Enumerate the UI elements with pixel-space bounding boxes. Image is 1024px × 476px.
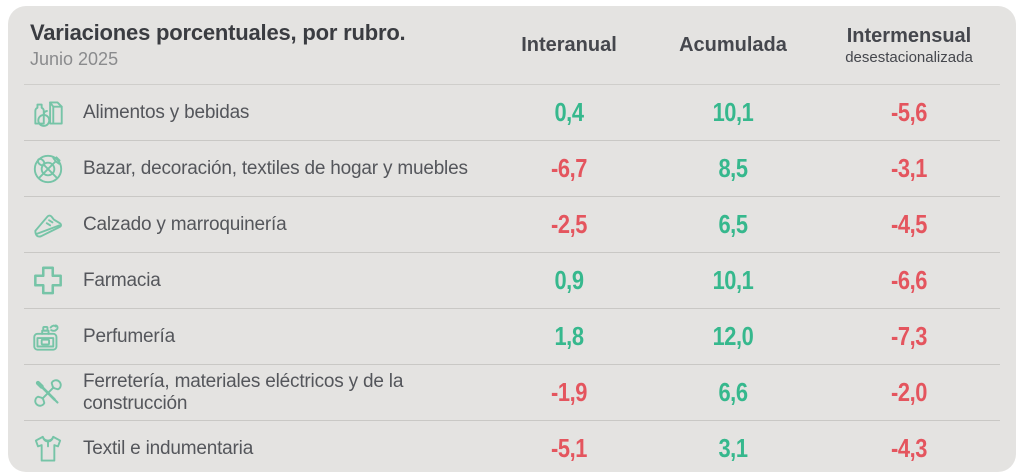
value-acumulada: 6,6 (662, 377, 805, 408)
sneaker-icon (28, 205, 68, 245)
value-intermensual: -7,3 (833, 321, 986, 352)
value-interanual: 0,4 (503, 97, 636, 128)
row-label-cell: Perfumería (24, 317, 490, 357)
perfume-icon (28, 317, 68, 357)
table-row: Ferretería, materiales eléctricos y de l… (24, 365, 1000, 421)
value-acumulada: 8,5 (662, 153, 805, 184)
value-intermensual: -4,3 (833, 433, 986, 464)
value-interanual: -6,7 (503, 153, 636, 184)
value-intermensual: -5,6 (833, 97, 986, 128)
table-row: Calzado y marroquinería -2,5 6,5 -4,5 (24, 197, 1000, 253)
row-label: Farmacia (83, 270, 161, 292)
value-intermensual: -4,5 (833, 209, 986, 240)
value-interanual: 0,9 (503, 265, 636, 296)
tools-icon (28, 373, 68, 413)
value-acumulada: 6,5 (662, 209, 805, 240)
row-label-cell: Calzado y marroquinería (24, 205, 490, 245)
value-interanual: -5,1 (503, 433, 636, 464)
groceries-icon (28, 93, 68, 133)
value-interanual: -1,9 (503, 377, 636, 408)
row-label-cell: Farmacia (24, 261, 490, 301)
plate-cutlery-icon (28, 149, 68, 189)
page-subtitle: Junio 2025 (30, 49, 490, 70)
pharmacy-cross-icon (28, 261, 68, 301)
value-acumulada: 10,1 (662, 265, 805, 296)
row-label-cell: Alimentos y bebidas (24, 93, 490, 133)
value-acumulada: 12,0 (662, 321, 805, 352)
row-label: Perfumería (83, 326, 175, 348)
row-label-cell: Bazar, decoración, textiles de hogar y m… (24, 149, 490, 189)
value-intermensual: -2,0 (833, 377, 986, 408)
row-label: Textil e indumentaria (83, 438, 253, 460)
row-label: Ferretería, materiales eléctricos y de l… (83, 371, 490, 415)
column-header-intermensual: Intermensual desestacionalizada (818, 25, 1000, 66)
value-intermensual: -3,1 (833, 153, 986, 184)
row-label-cell: Ferretería, materiales eléctricos y de l… (24, 371, 490, 415)
table-row: Bazar, decoración, textiles de hogar y m… (24, 141, 1000, 197)
title-block: Variaciones porcentuales, por rubro. Jun… (24, 20, 490, 70)
row-label: Calzado y marroquinería (83, 214, 286, 236)
value-intermensual: -6,6 (833, 265, 986, 296)
value-acumulada: 10,1 (662, 97, 805, 128)
table-header: Variaciones porcentuales, por rubro. Jun… (24, 6, 1000, 85)
row-label: Alimentos y bebidas (83, 102, 249, 124)
variations-card: Variaciones porcentuales, por rubro. Jun… (8, 6, 1016, 472)
value-acumulada: 3,1 (662, 433, 805, 464)
row-label: Bazar, decoración, textiles de hogar y m… (83, 158, 468, 180)
value-interanual: -2,5 (503, 209, 636, 240)
table-row: Alimentos y bebidas 0,4 10,1 -5,6 (24, 85, 1000, 141)
row-label-cell: Textil e indumentaria (24, 429, 490, 469)
page-title: Variaciones porcentuales, por rubro. (30, 20, 490, 46)
value-interanual: 1,8 (503, 321, 636, 352)
column-header-acumulada: Acumulada (648, 34, 818, 57)
table-row: Textil e indumentaria -5,1 3,1 -4,3 (24, 421, 1000, 476)
table-row: Farmacia 0,9 10,1 -6,6 (24, 253, 1000, 309)
polo-shirt-icon (28, 429, 68, 469)
table-row: Perfumería 1,8 12,0 -7,3 (24, 309, 1000, 365)
column-header-interanual: Interanual (490, 34, 648, 57)
